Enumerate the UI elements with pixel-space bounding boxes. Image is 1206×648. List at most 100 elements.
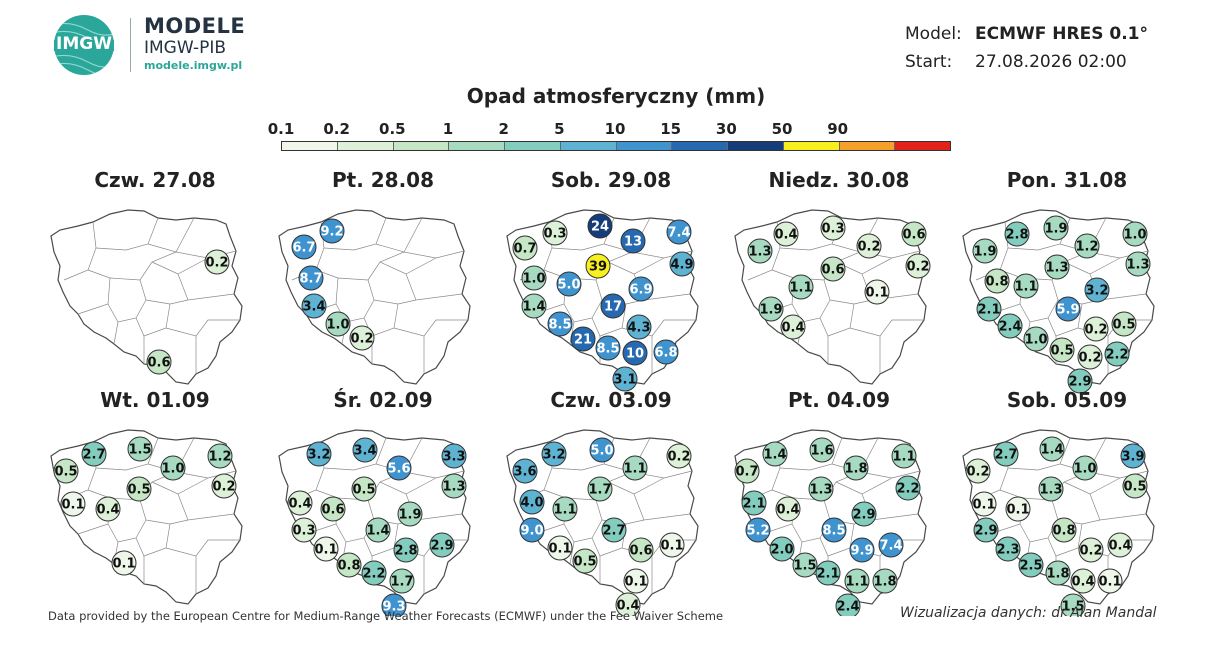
forecast-panel: Pt. 04.09 1.4 1.6 1.1 0.7 1.8 2.2 1.3 2.1 0.4 2.9 5…	[732, 388, 946, 618]
precip-value: 3.2	[542, 448, 565, 463]
precip-bubble: 17	[600, 293, 626, 319]
precip-value: 0.2	[1078, 351, 1101, 366]
precip-value: 4.9	[670, 258, 693, 273]
voivodeship-border	[135, 523, 171, 557]
precip-bubble-circle	[95, 496, 121, 522]
precip-value: 5.2	[746, 524, 769, 539]
voivodeship-border	[569, 541, 575, 565]
country-outline	[278, 209, 471, 385]
legend-label: 50	[771, 120, 793, 138]
poland-map: 9.2 6.7 8.7 3.41.00.2	[278, 209, 471, 385]
precip-bubble: 4.3	[626, 314, 652, 340]
precip-bubble-circle	[976, 296, 1002, 322]
country-outline	[734, 429, 927, 605]
precip-bubble: 3.4	[301, 293, 327, 319]
precip-bubble: 5.0	[556, 271, 582, 297]
precip-bubble: 0.4	[775, 496, 801, 522]
precip-value: 9.3	[382, 600, 405, 615]
precip-value: 1.8	[1046, 567, 1069, 582]
precip-value: 1.0	[326, 318, 349, 333]
precip-bubble-circle	[843, 455, 869, 481]
precip-bubble-circle	[572, 548, 598, 574]
precip-value: 1.9	[398, 508, 421, 523]
precip-value: 1.9	[1044, 222, 1067, 237]
precip-bubble: 0.5	[126, 476, 152, 502]
precip-bubble: 2.7	[81, 441, 107, 467]
voivodeship-border	[591, 303, 627, 337]
precip-bubble-circle	[585, 253, 611, 279]
precip-bubble: 0.1	[659, 532, 685, 558]
precip-bubble-circle	[878, 532, 904, 558]
precip-bubble-circle	[1122, 221, 1148, 247]
precip-value: 1.4	[366, 524, 389, 539]
voivodeship-border	[135, 303, 171, 337]
precip-value: 1.3	[1039, 483, 1062, 498]
precip-bubble-circle	[1049, 337, 1075, 363]
voivodeship-border	[819, 303, 855, 337]
precip-bubble-circle	[1104, 341, 1130, 367]
precip-bubble-circle	[589, 437, 615, 463]
precip-bubble-circle	[291, 517, 317, 543]
precip-bubble-circle	[1051, 517, 1077, 543]
precip-bubble-circle	[864, 279, 890, 305]
model-label: Model:	[905, 24, 962, 44]
precip-bubble-circle	[1070, 568, 1096, 594]
precip-bubble-circle	[1077, 344, 1103, 370]
precip-bubble-circle	[780, 314, 806, 340]
precip-bubble: 5.2	[745, 517, 771, 543]
precip-value: 0.1	[660, 539, 683, 554]
precip-value: 5.9	[1056, 303, 1079, 318]
precip-value: 0.5	[54, 465, 77, 480]
precip-value: 1.0	[522, 272, 545, 287]
precip-value: 9.9	[850, 544, 873, 559]
precip-value: 1.8	[844, 462, 867, 477]
poland-map: 1.9 2.8 1.0 1.9 1.2 1.3 1.3 0.8 1.1 3.2 2.1 5.9 0.5 2…	[962, 209, 1155, 394]
precip-bubble-circle	[1084, 277, 1110, 303]
precip-bubble-circle	[808, 476, 834, 502]
country-outline	[962, 209, 1155, 385]
precip-bubble: 0.6	[628, 537, 654, 563]
precip-value: 0.2	[857, 240, 880, 255]
voivodeship-border	[63, 221, 97, 281]
precip-bubble-circle	[1023, 326, 1049, 352]
precip-bubble-circle	[397, 501, 423, 527]
precip-bubble: 1.0	[1023, 326, 1049, 352]
precip-bubble-circle	[587, 213, 613, 239]
precip-value: 2.2	[362, 567, 385, 582]
precip-bubble: 0.7	[734, 458, 760, 484]
precip-bubble: 2.3	[995, 536, 1021, 562]
precip-value: 1.0	[1073, 462, 1096, 477]
precip-bubble: 1.3	[1038, 476, 1064, 502]
precip-bubble: 1.0	[1122, 221, 1148, 247]
poland-map: 24 0.3 13 7.4 0.7 39 4.9 1.0 5.0 6.9 1.4 17 8.5 4.3 21…	[506, 209, 699, 392]
precip-value: 2.4	[836, 600, 859, 615]
precip-bubble-circle	[612, 366, 638, 392]
precip-bubble: 1.1	[788, 274, 814, 300]
precip-bubble-circle	[1038, 476, 1064, 502]
precip-bubble: 0.1	[547, 535, 573, 561]
precip-value: 2.2	[896, 482, 919, 497]
precip-bubble-circle	[600, 293, 626, 319]
precip-value: 3.4	[302, 300, 325, 315]
precip-value: 7.4	[667, 226, 690, 241]
precip-value: 3.2	[1085, 284, 1108, 299]
precip-value: 2.3	[996, 543, 1019, 558]
precip-value: 0.2	[667, 450, 690, 465]
brand-url: modele.imgw.pl	[144, 59, 243, 72]
precip-bubble: 2.9	[429, 532, 455, 558]
precip-value: 0.7	[735, 465, 758, 480]
start-label: Start:	[905, 52, 953, 72]
precip-bubble-circle	[552, 496, 578, 522]
precip-bubble-circle	[349, 325, 375, 351]
legend-segment	[895, 142, 950, 150]
precip-bubble-circle	[207, 443, 233, 469]
precip-bubble-circle	[441, 443, 467, 469]
precip-bubble: 1.1	[844, 568, 870, 594]
forecast-panel: Pon. 31.08 1.9 2.8 1.0 1.9 1.2 1.3 1.3 0.8 1.1 3.2…	[960, 168, 1174, 398]
precip-bubble-circle	[53, 458, 79, 484]
visualization-credit: Wizualizacja danych: dr Alan Mandal	[900, 605, 1157, 621]
precip-bubble: 1.1	[1013, 273, 1039, 299]
precip-value: 1.6	[810, 444, 833, 459]
voivodeship-border	[337, 251, 405, 281]
precip-bubble: 6.8	[653, 339, 679, 365]
